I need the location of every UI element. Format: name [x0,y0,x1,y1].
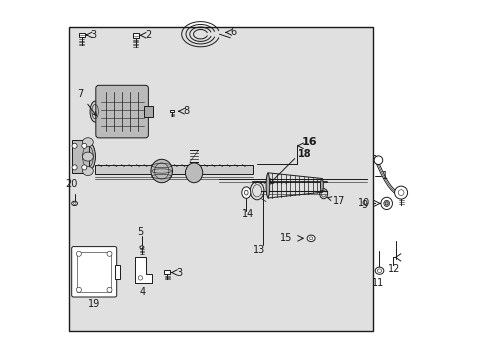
Ellipse shape [140,246,143,249]
Ellipse shape [82,138,93,147]
Ellipse shape [320,179,323,192]
Bar [170,110,174,112]
Circle shape [72,165,77,170]
Circle shape [107,251,112,256]
Text: 9: 9 [361,200,367,210]
Ellipse shape [185,163,203,183]
Polygon shape [134,257,152,283]
Ellipse shape [374,267,383,274]
Circle shape [81,165,87,170]
Text: 2: 2 [145,30,151,40]
Ellipse shape [82,167,93,176]
Bar [163,270,170,274]
Text: 1: 1 [381,171,387,181]
Bar [72,140,89,173]
Text: 3: 3 [91,30,97,40]
Circle shape [394,186,407,199]
Bar [79,33,85,37]
Bar [115,265,120,279]
Ellipse shape [306,235,314,242]
Text: 14: 14 [242,209,254,219]
Ellipse shape [80,142,95,171]
Text: 20: 20 [65,179,78,189]
Text: 7: 7 [77,89,96,116]
Ellipse shape [380,197,392,210]
Text: 4: 4 [139,287,145,297]
Text: 10: 10 [358,198,370,208]
Ellipse shape [383,200,389,207]
Text: 3: 3 [176,267,182,278]
Text: 6: 6 [230,27,236,37]
Bar [77,252,111,292]
Text: 8: 8 [183,106,189,116]
Circle shape [373,156,382,165]
Bar [69,27,372,331]
Text: 5: 5 [137,227,143,237]
Circle shape [81,143,87,148]
Text: 13: 13 [252,245,264,255]
Bar [95,165,253,174]
FancyBboxPatch shape [72,247,117,297]
Ellipse shape [151,159,172,183]
Ellipse shape [82,152,93,161]
Text: 12: 12 [387,264,400,274]
Ellipse shape [90,101,100,122]
Circle shape [72,143,77,148]
Bar [132,33,139,38]
Text: 18: 18 [297,149,311,159]
Text: 16: 16 [302,137,317,147]
Ellipse shape [72,201,77,206]
Circle shape [76,251,81,256]
Text: 15: 15 [280,233,292,243]
Bar [143,106,152,117]
Ellipse shape [241,187,250,198]
FancyBboxPatch shape [96,85,148,138]
Text: 11: 11 [371,278,383,288]
Ellipse shape [265,174,269,197]
Text: 17: 17 [326,196,345,206]
Text: 19: 19 [88,299,100,309]
Circle shape [107,287,112,292]
Circle shape [76,287,81,292]
